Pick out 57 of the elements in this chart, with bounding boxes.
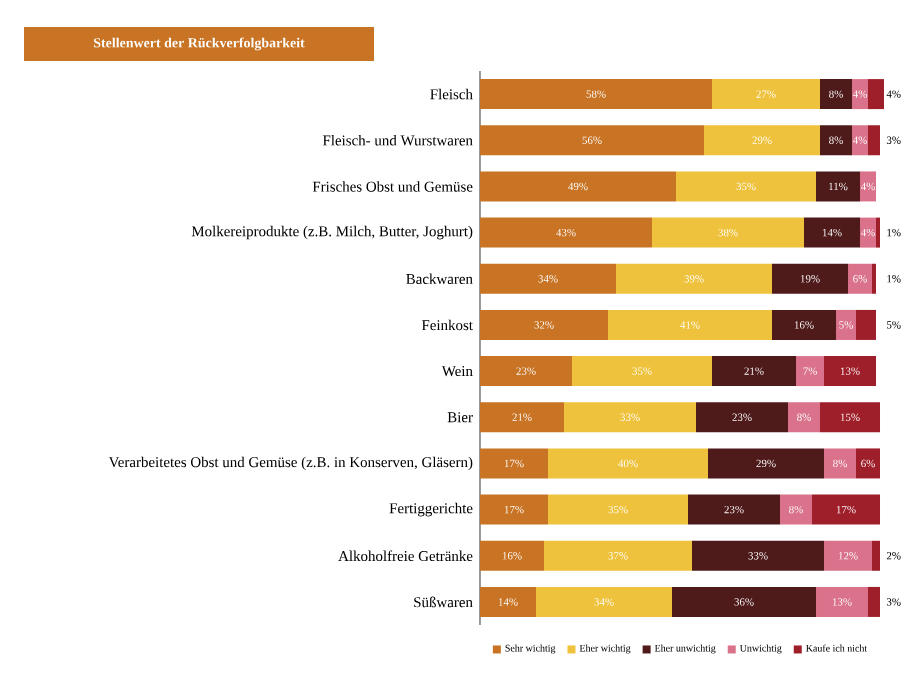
bar — [548, 494, 688, 525]
bar — [536, 586, 672, 617]
bar — [616, 263, 773, 294]
bar — [852, 125, 869, 156]
bar — [860, 217, 877, 248]
bar — [652, 217, 805, 248]
bar — [820, 402, 881, 433]
bar — [480, 171, 676, 202]
bar — [708, 448, 825, 479]
bar — [676, 171, 817, 202]
bar — [608, 309, 773, 340]
bar — [480, 402, 564, 433]
bar — [672, 586, 817, 617]
bar — [544, 540, 692, 571]
bar — [812, 494, 881, 525]
bar — [868, 125, 881, 156]
bar — [548, 448, 709, 479]
bar — [480, 309, 608, 340]
bar — [816, 171, 861, 202]
bar — [816, 586, 869, 617]
bar — [692, 540, 825, 571]
bar — [480, 356, 572, 387]
bar — [704, 125, 821, 156]
bar — [480, 448, 548, 479]
bar — [788, 402, 821, 433]
bar — [688, 494, 781, 525]
bar — [856, 309, 877, 340]
bar — [480, 79, 713, 110]
bar — [804, 217, 861, 248]
bar — [564, 402, 696, 433]
bar — [796, 356, 825, 387]
bar — [868, 79, 885, 110]
bar — [820, 79, 853, 110]
bar — [572, 356, 713, 387]
bar — [480, 586, 536, 617]
bar — [848, 263, 873, 294]
bar — [872, 540, 881, 571]
bar — [480, 494, 548, 525]
bar — [860, 171, 877, 202]
bar — [824, 356, 877, 387]
bar — [780, 494, 813, 525]
bar — [772, 309, 837, 340]
bar — [852, 79, 869, 110]
bar — [480, 263, 616, 294]
bar — [772, 263, 849, 294]
bar — [480, 125, 705, 156]
bar — [824, 448, 857, 479]
bar — [712, 356, 797, 387]
bar — [712, 79, 821, 110]
bar — [696, 402, 789, 433]
bar — [480, 217, 652, 248]
bar — [856, 448, 881, 479]
bar — [868, 586, 881, 617]
bar — [820, 125, 853, 156]
bar — [836, 309, 857, 340]
bar — [824, 540, 873, 571]
bar — [480, 540, 544, 571]
